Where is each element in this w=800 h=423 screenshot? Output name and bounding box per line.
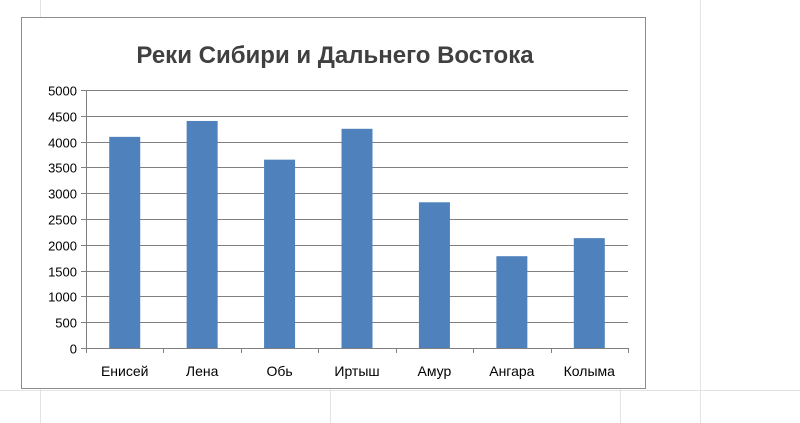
y-tick-label: 1000 [48, 290, 77, 305]
y-tick-label: 2000 [48, 239, 77, 254]
y-tick-label: 0 [70, 342, 77, 357]
bar[interactable] [496, 256, 528, 348]
x-tick-label: Енисей [101, 363, 149, 379]
x-tick-label: Колыма [564, 363, 615, 379]
bar[interactable] [109, 136, 141, 348]
y-tick-label: 500 [55, 316, 77, 331]
bar[interactable] [264, 159, 296, 348]
bar-chart: Реки Сибири и Дальнего Востока 0 500 1000 1… [48, 42, 629, 379]
x-tick-label: Ангара [489, 363, 534, 379]
y-tick-label: 3000 [48, 187, 77, 202]
y-tick-label: 5000 [48, 84, 77, 99]
x-tick-label: Иртыш [334, 363, 379, 379]
bar[interactable] [341, 128, 373, 348]
y-tick-labels: 0 500 1000 1500 2000 2500 3000 3500 4000 4500 5000 [48, 84, 77, 357]
y-tick-label: 4500 [48, 110, 77, 125]
x-tick-labels: Енисей Лена Обь Иртыш Амур Ангара Колыма [101, 363, 615, 379]
x-tick-label: Лена [186, 363, 219, 379]
y-tick-label: 1500 [48, 265, 77, 280]
bar[interactable] [418, 202, 450, 348]
chart-area[interactable]: Реки Сибири и Дальнего Востока 0 500 1000 1… [21, 17, 646, 389]
bar[interactable] [573, 238, 605, 348]
x-tick-label: Амур [418, 363, 452, 379]
bar[interactable] [186, 120, 218, 349]
y-tick-label: 2500 [48, 213, 77, 228]
x-tick-label: Обь [266, 363, 292, 379]
y-tick-label: 3500 [48, 161, 77, 176]
axes [86, 90, 629, 353]
bars [109, 120, 605, 349]
chart-title: Реки Сибири и Дальнего Востока [136, 42, 534, 69]
y-tick-label: 4000 [48, 136, 77, 151]
